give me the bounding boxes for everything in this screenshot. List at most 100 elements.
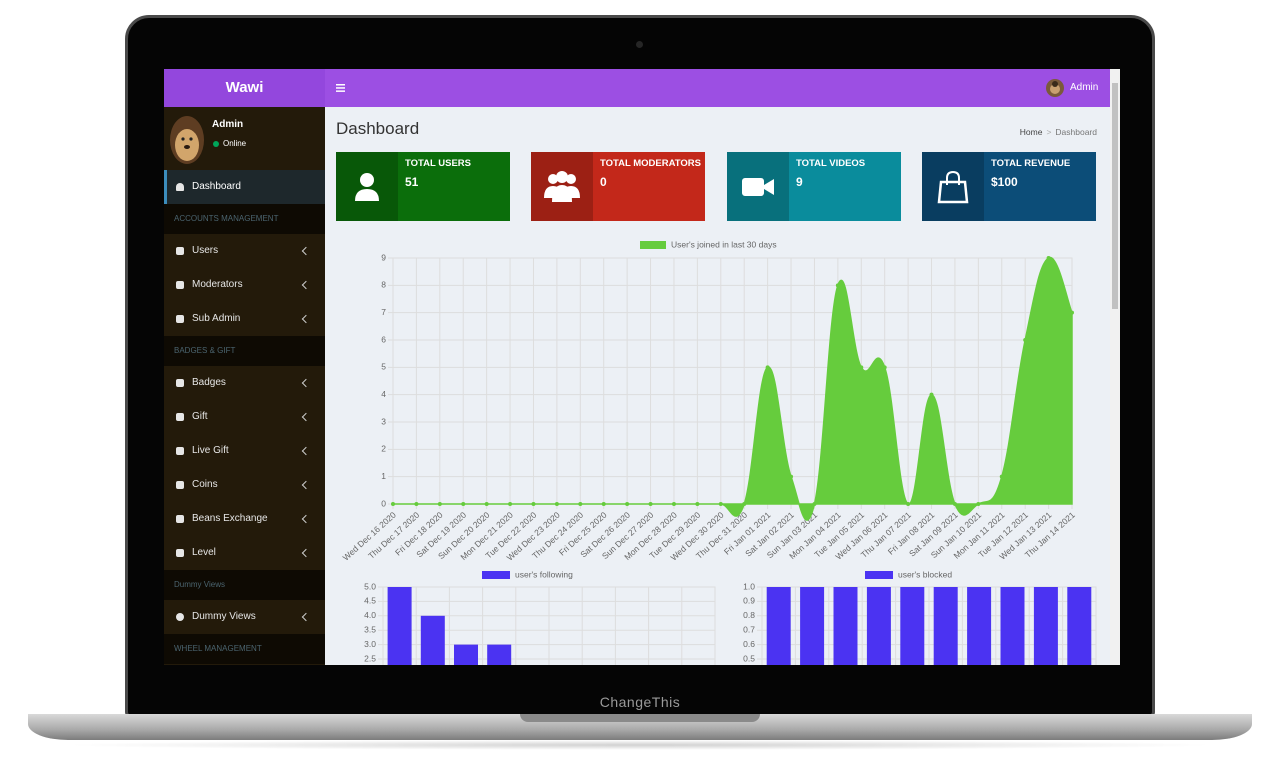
menu-icon xyxy=(176,613,184,621)
brand[interactable]: Wawi xyxy=(164,69,325,107)
y-tick-label: 0.7 xyxy=(743,624,755,634)
menu-label: Beans Exchange xyxy=(192,513,268,524)
point xyxy=(484,502,489,506)
point xyxy=(554,502,559,506)
y-tick-label: 9 xyxy=(381,252,386,262)
menu-item[interactable]: Live Gift xyxy=(164,434,325,468)
stat-icon xyxy=(531,152,593,221)
point xyxy=(812,502,817,506)
stat-box[interactable]: TOTAL MODERATORS 0 xyxy=(531,152,705,221)
menu-heading: ACCOUNTS MANAGEMENT xyxy=(164,204,325,234)
stat-box[interactable]: TOTAL REVENUE $100 xyxy=(922,152,1096,221)
stat-value: $100 xyxy=(991,175,1018,189)
bar xyxy=(766,587,791,665)
bar xyxy=(967,587,992,665)
breadcrumb-current: Dashboard xyxy=(1055,127,1097,137)
y-tick-label: 0.6 xyxy=(743,639,755,649)
point xyxy=(437,502,442,506)
y-tick-label: 3.0 xyxy=(364,639,376,649)
bar xyxy=(866,587,891,665)
point xyxy=(718,502,723,506)
bar xyxy=(933,587,958,665)
stat-value: 51 xyxy=(405,175,419,189)
scrollbar[interactable] xyxy=(1110,69,1120,665)
point xyxy=(859,365,864,370)
stat-icon xyxy=(336,152,398,221)
point xyxy=(531,502,536,506)
y-tick-label: 0 xyxy=(381,498,386,508)
status-dot xyxy=(213,141,219,147)
y-tick-label: 4.0 xyxy=(364,610,376,620)
top-bar: Wawi Admin xyxy=(164,69,1120,107)
menu-toggle[interactable] xyxy=(336,83,346,93)
menu-item[interactable]: Sub Admin xyxy=(164,302,325,336)
y-tick-label: 8 xyxy=(381,280,386,290)
bar xyxy=(1033,587,1058,665)
legend-label: user's following xyxy=(515,569,573,579)
y-tick-label: 4 xyxy=(381,389,386,399)
breadcrumb-link[interactable]: Home xyxy=(1019,127,1043,137)
top-avatar[interactable] xyxy=(1046,79,1064,97)
legend-swatch xyxy=(865,571,893,579)
point xyxy=(882,365,887,370)
point xyxy=(929,392,934,397)
stat-label: TOTAL REVENUE xyxy=(991,158,1071,169)
top-user[interactable]: Admin xyxy=(1070,82,1099,93)
y-tick-label: 3 xyxy=(381,416,386,426)
point xyxy=(625,502,630,506)
point xyxy=(1023,338,1028,342)
stat-label: TOTAL USERS xyxy=(405,158,471,169)
y-tick-label: 4.5 xyxy=(364,596,376,606)
bar xyxy=(800,587,825,665)
menu-label: Badges xyxy=(192,377,226,388)
y-tick-label: 0.5 xyxy=(743,653,755,663)
menu-icon xyxy=(176,379,184,387)
legend-swatch xyxy=(640,241,666,249)
point xyxy=(508,502,513,506)
menu: Dashboard ACCOUNTS MANAGEMENT Users Modera… xyxy=(164,170,325,664)
menu-icon xyxy=(176,413,184,421)
bar xyxy=(387,587,412,665)
menu-item[interactable]: Beans Exchange xyxy=(164,502,325,536)
menu-label: Level xyxy=(192,547,216,558)
bar xyxy=(1000,587,1025,665)
y-tick-label: 1 xyxy=(381,471,386,481)
menu-item[interactable]: Coins xyxy=(164,468,325,502)
page-title: Dashboard xyxy=(336,119,420,138)
menu-item[interactable]: Dashboard xyxy=(164,170,325,204)
point xyxy=(999,474,1004,479)
point xyxy=(742,502,747,506)
point xyxy=(391,502,395,506)
y-tick-label: 2.5 xyxy=(364,653,376,663)
menu-item[interactable]: Moderators xyxy=(164,268,325,302)
area xyxy=(393,257,1073,521)
sidebar: Admin Online Dashboard ACCOUNTS MANAGEME… xyxy=(164,107,325,665)
menu-item[interactable]: Level xyxy=(164,536,325,570)
point xyxy=(461,502,466,506)
screen: Wawi Admin Admin Online Dashboard ACCOUN… xyxy=(164,69,1120,665)
menu-item[interactable]: Badges xyxy=(164,366,325,400)
menu-item[interactable]: Dummy Views xyxy=(164,600,325,634)
device-label: ChangeThis xyxy=(599,694,681,710)
menu-item[interactable]: Users xyxy=(164,234,325,268)
y-tick-label: 0.8 xyxy=(743,610,755,620)
stat-value: 0 xyxy=(600,175,607,189)
user-status: Online xyxy=(223,139,247,148)
scroll-thumb[interactable] xyxy=(1112,83,1118,309)
stat-icon xyxy=(727,152,789,221)
point xyxy=(601,502,606,506)
point xyxy=(1070,310,1074,315)
point xyxy=(976,502,981,506)
stat-box[interactable]: TOTAL VIDEOS 9 xyxy=(727,152,901,221)
y-tick-label: 0.9 xyxy=(743,596,755,606)
menu-heading: Dummy Views xyxy=(164,570,325,600)
menu-item[interactable]: Gift xyxy=(164,400,325,434)
menu-label: Dummy Views xyxy=(192,611,256,622)
stat-icon xyxy=(922,152,984,221)
point xyxy=(835,283,840,288)
stat-box[interactable]: TOTAL USERS 51 xyxy=(336,152,510,221)
laptop-notch xyxy=(520,714,760,722)
menu-label: Coins xyxy=(192,479,218,490)
bar xyxy=(1067,587,1092,665)
